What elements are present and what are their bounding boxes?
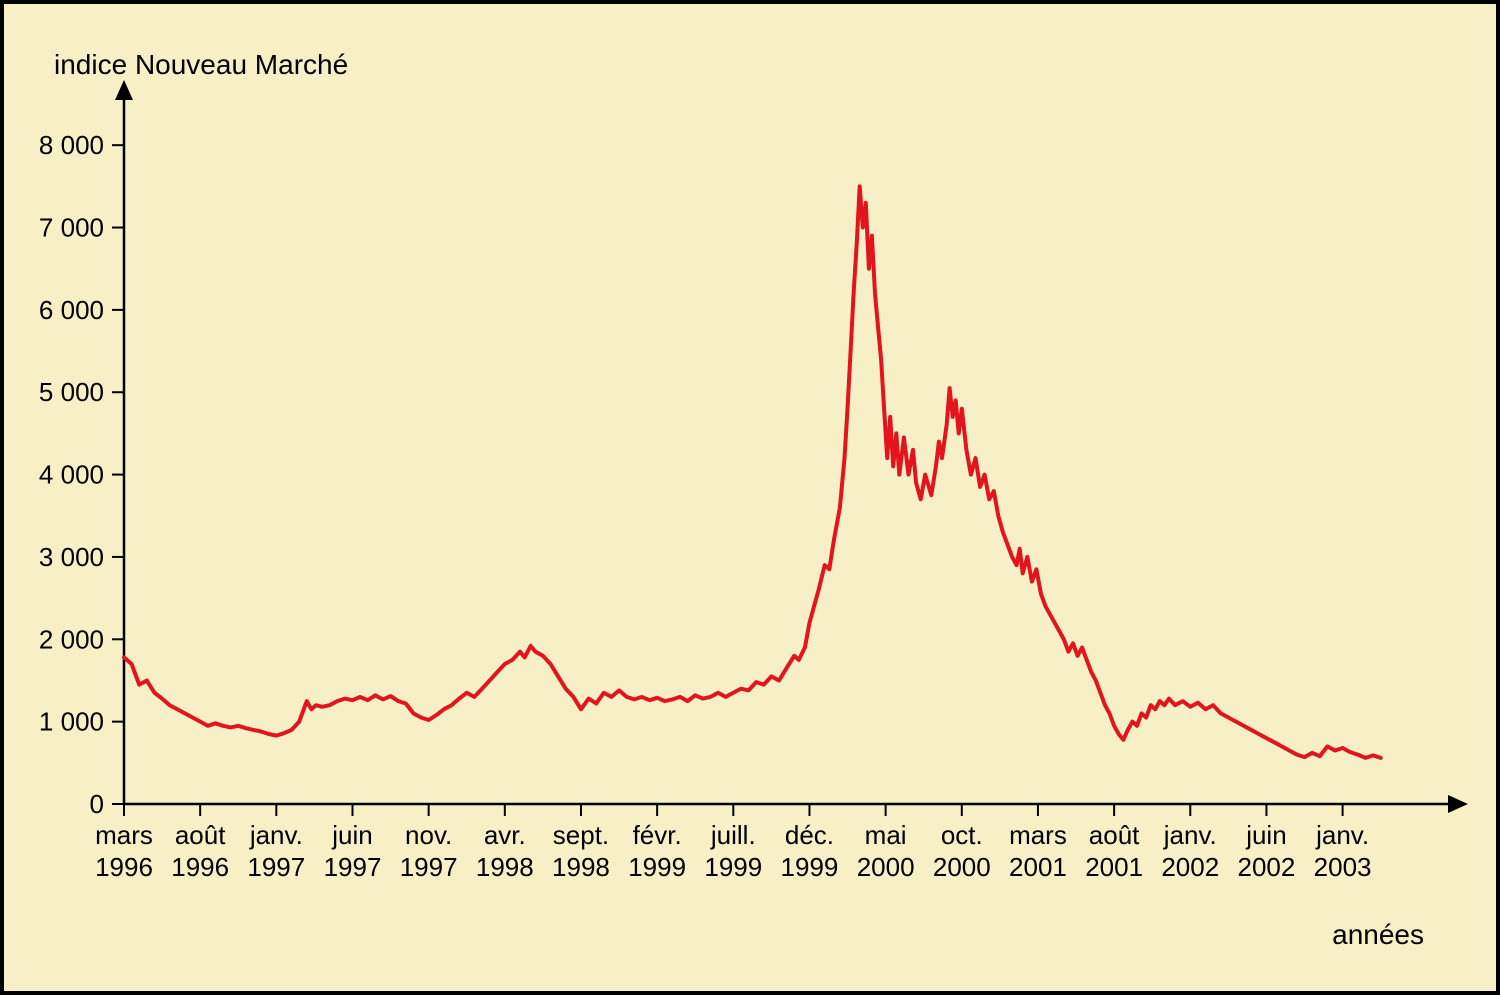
x-tick-label-month: mai bbox=[865, 820, 907, 850]
x-tick-label-month: août bbox=[1089, 820, 1140, 850]
x-tick-label-month: janv. bbox=[1163, 820, 1217, 850]
y-tick-label: 0 bbox=[90, 789, 104, 819]
x-tick-label-year: 2002 bbox=[1238, 852, 1296, 882]
x-tick-label-month: juin bbox=[1245, 820, 1286, 850]
x-tick-label-month: janv. bbox=[249, 820, 303, 850]
y-tick-label: 6 000 bbox=[39, 295, 104, 325]
x-tick-label-month: févr. bbox=[633, 820, 682, 850]
y-tick-label: 8 000 bbox=[39, 130, 104, 160]
x-tick-label-year: 2003 bbox=[1314, 852, 1372, 882]
x-tick-label-year: 1997 bbox=[324, 852, 382, 882]
x-tick-label-year: 1999 bbox=[704, 852, 762, 882]
x-tick-label-month: nov. bbox=[405, 820, 452, 850]
y-tick-label: 5 000 bbox=[39, 377, 104, 407]
x-tick-label-year: 1997 bbox=[247, 852, 305, 882]
x-tick-label-month: juill. bbox=[710, 820, 756, 850]
y-tick-label: 7 000 bbox=[39, 213, 104, 243]
x-tick-label-year: 1996 bbox=[95, 852, 153, 882]
x-tick-label-year: 2001 bbox=[1009, 852, 1067, 882]
y-tick-label: 4 000 bbox=[39, 460, 104, 490]
x-tick-label-year: 2000 bbox=[933, 852, 991, 882]
x-tick-label-year: 1998 bbox=[476, 852, 534, 882]
y-tick-label: 2 000 bbox=[39, 624, 104, 654]
x-tick-label-year: 1999 bbox=[781, 852, 839, 882]
x-tick-label-month: avr. bbox=[484, 820, 526, 850]
x-tick-label-year: 1999 bbox=[628, 852, 686, 882]
x-tick-label-month: sept. bbox=[553, 820, 609, 850]
x-tick-label-year: 1998 bbox=[552, 852, 610, 882]
x-axis-title: années bbox=[1332, 919, 1424, 950]
x-tick-label-month: mars bbox=[1009, 820, 1067, 850]
x-tick-label-year: 2002 bbox=[1161, 852, 1219, 882]
x-tick-label-year: 1996 bbox=[171, 852, 229, 882]
y-axis-title: indice Nouveau Marché bbox=[54, 49, 348, 80]
x-tick-label-year: 2001 bbox=[1085, 852, 1143, 882]
x-tick-label-month: mars bbox=[95, 820, 153, 850]
x-tick-label-month: oct. bbox=[941, 820, 983, 850]
chart-container: indice Nouveau Marché 0 1 000 2 000 3 000 4 0… bbox=[0, 0, 1500, 995]
line-chart: indice Nouveau Marché 0 1 000 2 000 3 000 4 0… bbox=[4, 4, 1496, 991]
x-tick-label-year: 1997 bbox=[400, 852, 458, 882]
x-tick-label-year: 2000 bbox=[857, 852, 915, 882]
x-tick-label-month: janv. bbox=[1315, 820, 1369, 850]
x-tick-label-month: août bbox=[175, 820, 226, 850]
y-tick-label: 1 000 bbox=[39, 707, 104, 737]
x-tick-label-month: déc. bbox=[785, 820, 834, 850]
x-tick-label-month: juin bbox=[331, 820, 372, 850]
y-tick-label: 3 000 bbox=[39, 542, 104, 572]
